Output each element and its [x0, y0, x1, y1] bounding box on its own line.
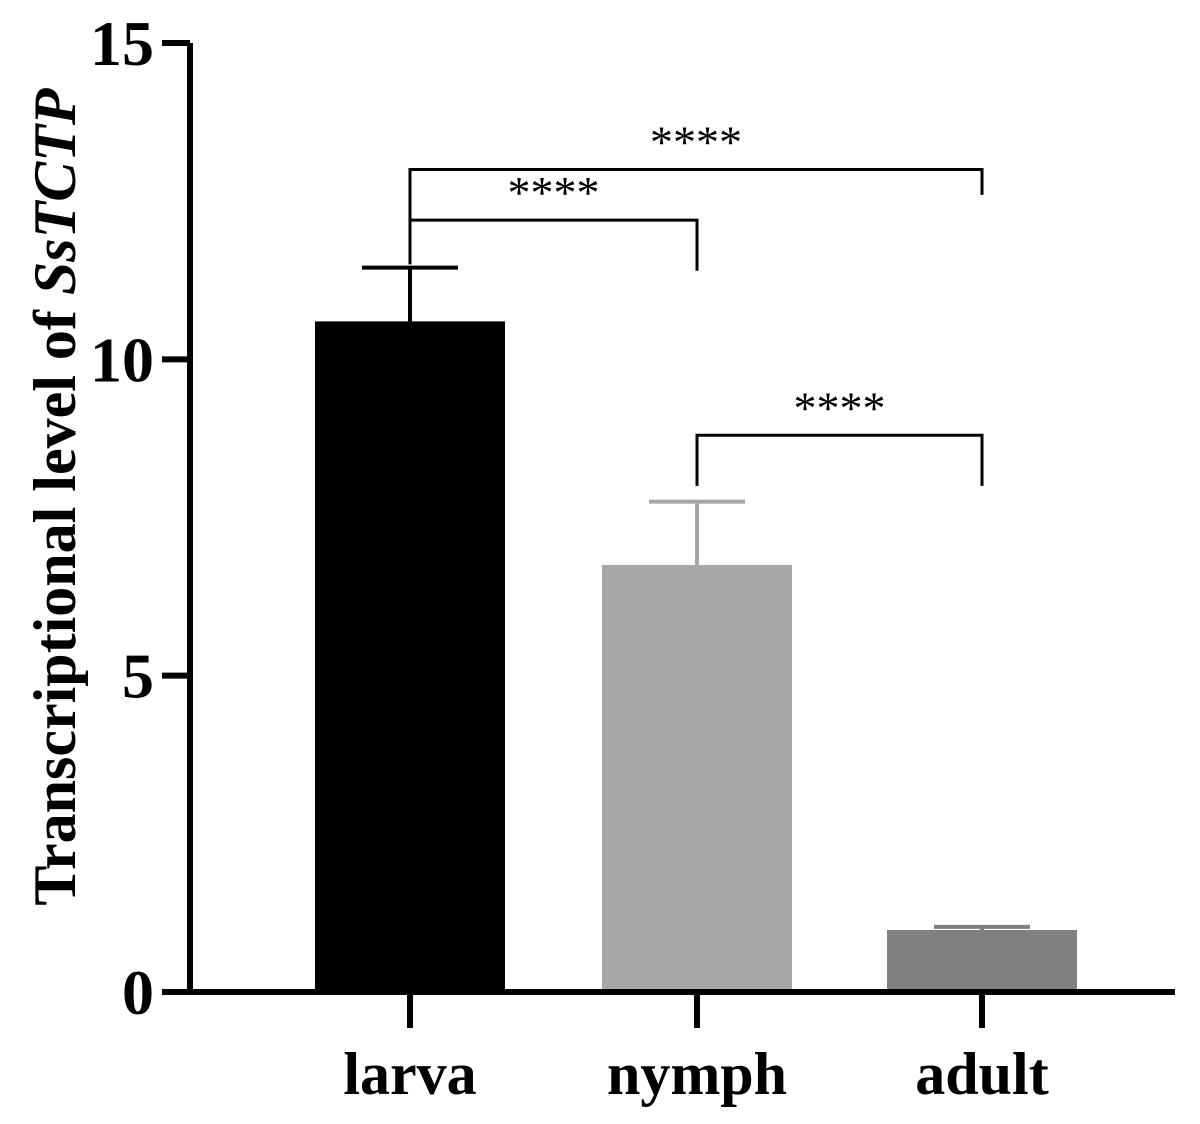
- x-tick-label-nymph: nymph: [607, 1041, 787, 1107]
- significance-bracket-line: [408, 168, 984, 233]
- y-axis-label: Transcriptional level of SsTCTP: [22, 87, 88, 906]
- y-tick-label-10: 10: [90, 324, 154, 395]
- error-bar-larva: [362, 265, 458, 322]
- significance-layer: **** **** ****: [408, 117, 984, 486]
- y-axis-label-gene: SsTCTP: [22, 87, 88, 295]
- significance-label: ****: [650, 117, 742, 168]
- y-axis-label-text: Transcriptional level of: [22, 295, 88, 906]
- x-tick-label-adult: adult: [915, 1041, 1048, 1107]
- error-bars-layer: [362, 265, 1030, 930]
- error-bar-adult: [934, 924, 1030, 930]
- x-tick-label-larva: larva: [343, 1041, 476, 1107]
- significance-label: ****: [508, 167, 600, 218]
- significance-bracket-line: [408, 218, 699, 271]
- significance-bracket-nymph-adult: ****: [695, 382, 984, 486]
- significance-bracket-larva-nymph: ****: [408, 167, 699, 271]
- significance-label: ****: [794, 382, 886, 433]
- significance-bracket-line: [695, 433, 984, 486]
- significance-bracket-larva-adult: ****: [408, 117, 984, 233]
- axes-layer: 0 5 10 15 larva nymph adult: [90, 8, 1175, 1107]
- bar-larva: [315, 321, 505, 993]
- error-bar-nymph: [649, 499, 745, 565]
- bar-adult: [887, 929, 1077, 992]
- bar-nymph: [602, 564, 792, 992]
- y-tick-label-15: 15: [90, 8, 154, 79]
- y-tick-label-0: 0: [122, 957, 154, 1028]
- y-tick-label-5: 5: [122, 641, 154, 712]
- bars-layer: [315, 321, 1077, 993]
